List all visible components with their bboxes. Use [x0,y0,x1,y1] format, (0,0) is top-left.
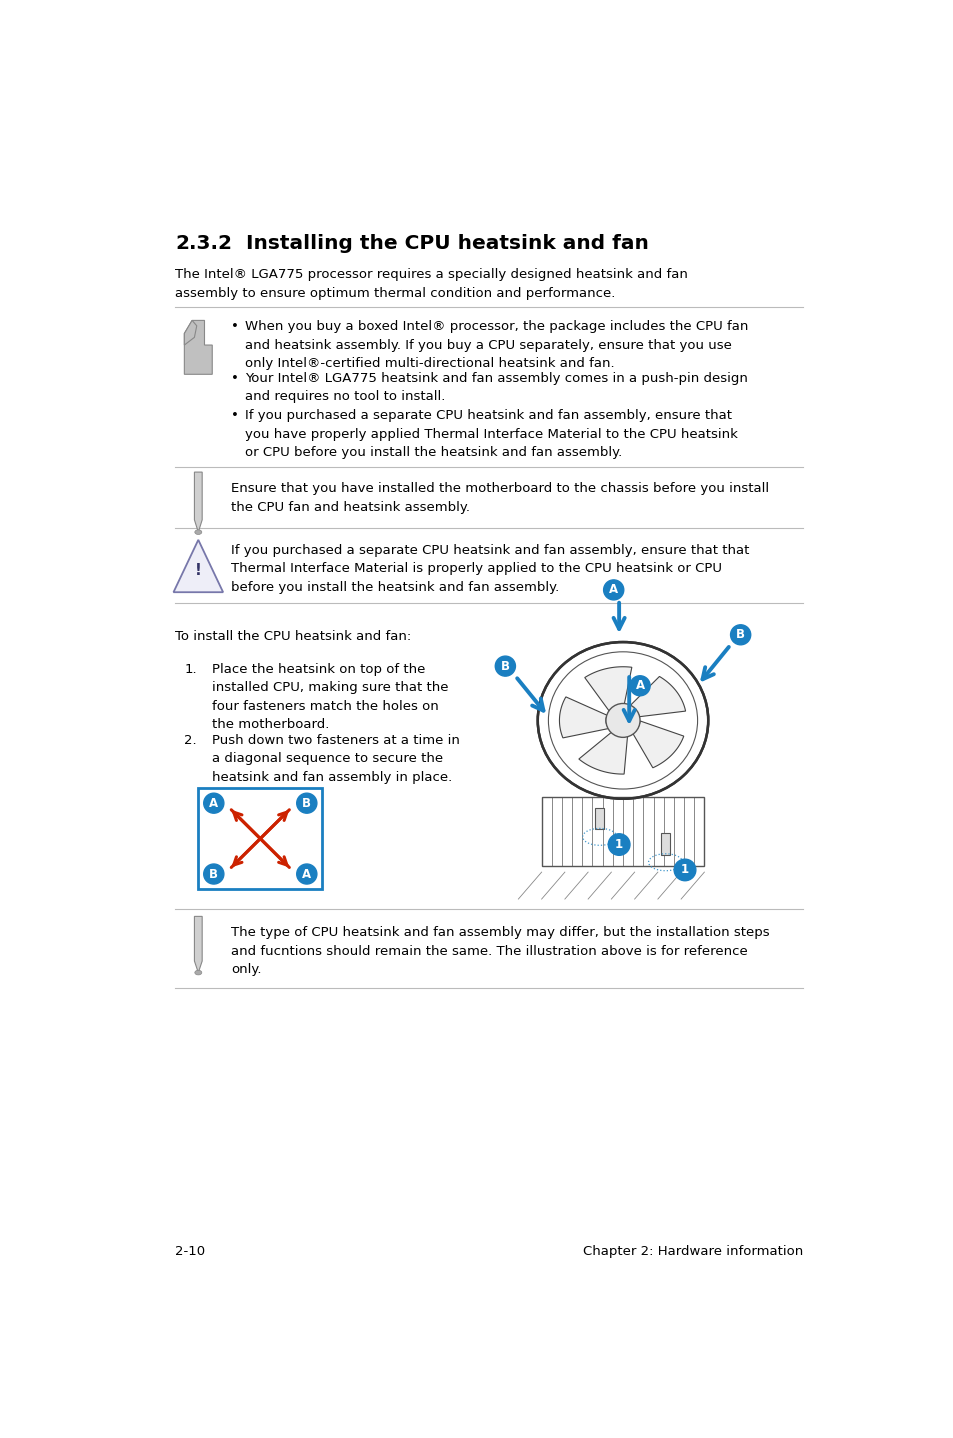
Text: 1: 1 [680,863,688,876]
Circle shape [674,858,695,880]
Text: A: A [609,584,618,597]
Circle shape [730,624,750,644]
Text: •: • [231,410,238,423]
Text: 2-10: 2-10 [174,1245,205,1258]
Polygon shape [184,321,212,374]
Circle shape [608,834,629,856]
Text: 1.: 1. [184,663,196,676]
Polygon shape [558,697,608,738]
Circle shape [605,703,639,738]
Text: !: ! [194,564,201,578]
Circle shape [603,580,623,600]
Text: When you buy a boxed Intel® processor, the package includes the CPU fan
and heat: When you buy a boxed Intel® processor, t… [245,321,747,371]
Circle shape [204,864,224,884]
Circle shape [495,656,515,676]
Text: A: A [209,797,218,810]
Polygon shape [184,321,196,345]
Text: Ensure that you have installed the motherboard to the chassis before you install: Ensure that you have installed the mothe… [231,482,768,513]
Text: Your Intel® LGA775 heatsink and fan assembly comes in a push-pin design
and requ: Your Intel® LGA775 heatsink and fan asse… [245,371,747,403]
Text: B: B [736,628,744,641]
Text: B: B [302,797,311,810]
Text: B: B [500,660,509,673]
Polygon shape [628,676,685,716]
Polygon shape [194,472,202,532]
Polygon shape [584,667,631,712]
Text: 2.3.2: 2.3.2 [174,234,232,253]
Text: •: • [231,371,238,384]
Circle shape [296,864,316,884]
Text: The Intel® LGA775 processor requires a specially designed heatsink and fan
assem: The Intel® LGA775 processor requires a s… [174,267,687,299]
Text: Push down two fasteners at a time in
a diagonal sequence to secure the
heatsink : Push down two fasteners at a time in a d… [212,733,459,784]
Text: 2.: 2. [184,733,196,746]
Text: Place the heatsink on top of the
installed CPU, making sure that the
four fasten: Place the heatsink on top of the install… [212,663,448,731]
Text: Installing the CPU heatsink and fan: Installing the CPU heatsink and fan [246,234,649,253]
Polygon shape [173,539,223,592]
Ellipse shape [194,529,202,535]
Polygon shape [578,732,627,774]
Text: 1: 1 [615,838,622,851]
Text: If you purchased a separate CPU heatsink and fan assembly, ensure that
you have : If you purchased a separate CPU heatsink… [245,410,737,459]
Text: A: A [635,679,644,692]
Circle shape [204,794,224,814]
Circle shape [629,676,649,696]
Text: To install the CPU heatsink and fan:: To install the CPU heatsink and fan: [174,630,411,643]
Text: B: B [209,867,218,880]
Text: Chapter 2: Hardware information: Chapter 2: Hardware information [582,1245,802,1258]
Text: If you purchased a separate CPU heatsink and fan assembly, ensure that that
Ther: If you purchased a separate CPU heatsink… [231,544,748,594]
FancyBboxPatch shape [660,833,670,854]
Text: A: A [302,867,311,880]
Text: The type of CPU heatsink and fan assembly may differ, but the installation steps: The type of CPU heatsink and fan assembl… [231,926,769,976]
Circle shape [296,794,316,814]
Text: •: • [231,321,238,334]
FancyBboxPatch shape [198,788,322,890]
FancyBboxPatch shape [595,808,604,830]
Ellipse shape [537,643,707,798]
Polygon shape [632,720,683,768]
Polygon shape [194,916,202,972]
Ellipse shape [194,971,202,975]
